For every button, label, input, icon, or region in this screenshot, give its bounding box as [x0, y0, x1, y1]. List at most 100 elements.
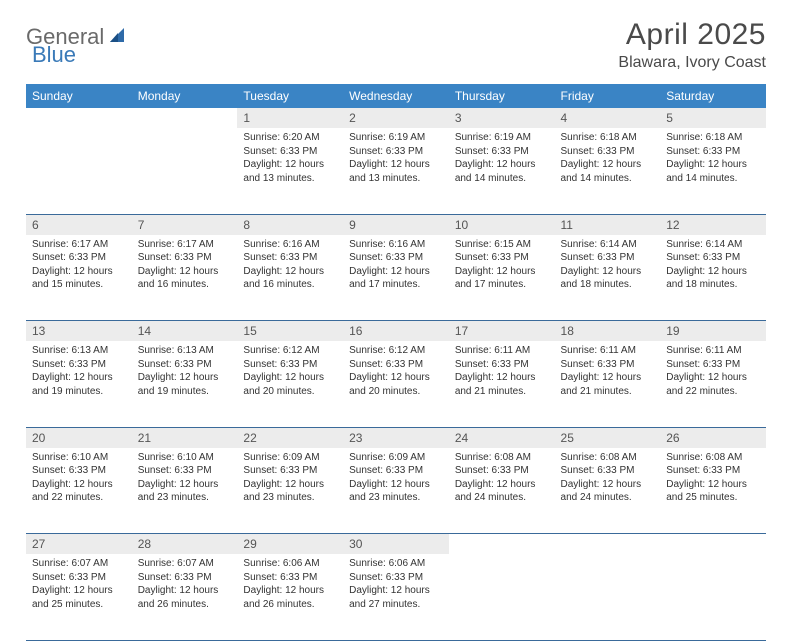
day-number: 17 [449, 321, 555, 342]
day-number: 27 [26, 534, 132, 555]
daynum-row: 12345 [26, 108, 766, 128]
day-cell: Sunrise: 6:08 AMSunset: 6:33 PMDaylight:… [660, 448, 766, 534]
day-cell: Sunrise: 6:19 AMSunset: 6:33 PMDaylight:… [343, 128, 449, 214]
day-cell-body: Sunrise: 6:09 AMSunset: 6:33 PMDaylight:… [237, 448, 343, 511]
day-cell: Sunrise: 6:20 AMSunset: 6:33 PMDaylight:… [237, 128, 343, 214]
day-cell: Sunrise: 6:11 AMSunset: 6:33 PMDaylight:… [660, 341, 766, 427]
day-number: 3 [449, 108, 555, 128]
day-cell-body: Sunrise: 6:06 AMSunset: 6:33 PMDaylight:… [237, 554, 343, 617]
day-number [555, 534, 661, 555]
day-cell-body: Sunrise: 6:07 AMSunset: 6:33 PMDaylight:… [132, 554, 238, 617]
day-number: 5 [660, 108, 766, 128]
day-cell: Sunrise: 6:10 AMSunset: 6:33 PMDaylight:… [132, 448, 238, 534]
day-cell-body [26, 128, 132, 137]
header: General April 2025 Blawara, Ivory Coast [26, 18, 766, 72]
day-cell [660, 554, 766, 640]
day-cell: Sunrise: 6:19 AMSunset: 6:33 PMDaylight:… [449, 128, 555, 214]
day-cell-body [132, 128, 238, 137]
day-cell: Sunrise: 6:14 AMSunset: 6:33 PMDaylight:… [555, 235, 661, 321]
day-cell-body: Sunrise: 6:17 AMSunset: 6:33 PMDaylight:… [26, 235, 132, 298]
week-row: Sunrise: 6:20 AMSunset: 6:33 PMDaylight:… [26, 128, 766, 214]
day-cell [26, 128, 132, 214]
day-cell-body [660, 554, 766, 563]
day-header: Wednesday [343, 84, 449, 108]
day-cell-body: Sunrise: 6:08 AMSunset: 6:33 PMDaylight:… [555, 448, 661, 511]
day-cell: Sunrise: 6:18 AMSunset: 6:33 PMDaylight:… [555, 128, 661, 214]
day-cell-body: Sunrise: 6:20 AMSunset: 6:33 PMDaylight:… [237, 128, 343, 191]
day-cell-body: Sunrise: 6:11 AMSunset: 6:33 PMDaylight:… [449, 341, 555, 404]
day-number: 8 [237, 214, 343, 235]
day-cell: Sunrise: 6:06 AMSunset: 6:33 PMDaylight:… [343, 554, 449, 640]
brand-part2: Blue [32, 42, 76, 67]
day-number: 9 [343, 214, 449, 235]
day-cell-body: Sunrise: 6:11 AMSunset: 6:33 PMDaylight:… [660, 341, 766, 404]
day-cell: Sunrise: 6:08 AMSunset: 6:33 PMDaylight:… [555, 448, 661, 534]
day-cell: Sunrise: 6:14 AMSunset: 6:33 PMDaylight:… [660, 235, 766, 321]
day-cell-body: Sunrise: 6:10 AMSunset: 6:33 PMDaylight:… [26, 448, 132, 511]
day-cell: Sunrise: 6:18 AMSunset: 6:33 PMDaylight:… [660, 128, 766, 214]
day-cell: Sunrise: 6:07 AMSunset: 6:33 PMDaylight:… [132, 554, 238, 640]
day-number: 18 [555, 321, 661, 342]
day-cell [555, 554, 661, 640]
day-cell-body: Sunrise: 6:18 AMSunset: 6:33 PMDaylight:… [660, 128, 766, 191]
day-number: 15 [237, 321, 343, 342]
day-cell [449, 554, 555, 640]
day-number: 21 [132, 427, 238, 448]
day-number: 26 [660, 427, 766, 448]
day-cell-body: Sunrise: 6:17 AMSunset: 6:33 PMDaylight:… [132, 235, 238, 298]
day-header: Sunday [26, 84, 132, 108]
month-title: April 2025 [618, 18, 766, 52]
day-cell-body: Sunrise: 6:13 AMSunset: 6:33 PMDaylight:… [26, 341, 132, 404]
day-cell-body [449, 554, 555, 563]
day-header: Tuesday [237, 84, 343, 108]
day-number [660, 534, 766, 555]
day-number: 24 [449, 427, 555, 448]
day-number: 14 [132, 321, 238, 342]
day-cell: Sunrise: 6:11 AMSunset: 6:33 PMDaylight:… [555, 341, 661, 427]
week-row: Sunrise: 6:13 AMSunset: 6:33 PMDaylight:… [26, 341, 766, 427]
day-cell-body: Sunrise: 6:15 AMSunset: 6:33 PMDaylight:… [449, 235, 555, 298]
day-number [449, 534, 555, 555]
day-cell-body: Sunrise: 6:06 AMSunset: 6:33 PMDaylight:… [343, 554, 449, 617]
daynum-row: 13141516171819 [26, 321, 766, 342]
day-cell [132, 128, 238, 214]
day-header: Saturday [660, 84, 766, 108]
daynum-row: 6789101112 [26, 214, 766, 235]
day-number: 6 [26, 214, 132, 235]
day-cell-body: Sunrise: 6:11 AMSunset: 6:33 PMDaylight:… [555, 341, 661, 404]
day-cell: Sunrise: 6:07 AMSunset: 6:33 PMDaylight:… [26, 554, 132, 640]
day-cell-body: Sunrise: 6:12 AMSunset: 6:33 PMDaylight:… [237, 341, 343, 404]
day-cell-body: Sunrise: 6:07 AMSunset: 6:33 PMDaylight:… [26, 554, 132, 617]
daynum-row: 20212223242526 [26, 427, 766, 448]
day-header-row: SundayMondayTuesdayWednesdayThursdayFrid… [26, 84, 766, 108]
day-header: Monday [132, 84, 238, 108]
day-number: 7 [132, 214, 238, 235]
day-cell: Sunrise: 6:17 AMSunset: 6:33 PMDaylight:… [26, 235, 132, 321]
day-header: Thursday [449, 84, 555, 108]
brand-part2-wrap: Blue [32, 42, 76, 68]
day-cell-body: Sunrise: 6:19 AMSunset: 6:33 PMDaylight:… [343, 128, 449, 191]
day-number: 23 [343, 427, 449, 448]
daynum-row: 27282930 [26, 534, 766, 555]
day-number: 10 [449, 214, 555, 235]
day-number: 22 [237, 427, 343, 448]
day-cell-body [555, 554, 661, 563]
day-number: 20 [26, 427, 132, 448]
day-number: 1 [237, 108, 343, 128]
day-cell-body: Sunrise: 6:09 AMSunset: 6:33 PMDaylight:… [343, 448, 449, 511]
week-row: Sunrise: 6:07 AMSunset: 6:33 PMDaylight:… [26, 554, 766, 640]
day-number: 28 [132, 534, 238, 555]
day-cell: Sunrise: 6:15 AMSunset: 6:33 PMDaylight:… [449, 235, 555, 321]
day-number: 25 [555, 427, 661, 448]
day-cell: Sunrise: 6:09 AMSunset: 6:33 PMDaylight:… [343, 448, 449, 534]
day-number: 19 [660, 321, 766, 342]
day-cell: Sunrise: 6:12 AMSunset: 6:33 PMDaylight:… [343, 341, 449, 427]
day-cell-body: Sunrise: 6:08 AMSunset: 6:33 PMDaylight:… [449, 448, 555, 511]
day-number: 4 [555, 108, 661, 128]
day-cell-body: Sunrise: 6:14 AMSunset: 6:33 PMDaylight:… [555, 235, 661, 298]
day-cell-body: Sunrise: 6:13 AMSunset: 6:33 PMDaylight:… [132, 341, 238, 404]
day-number [132, 108, 238, 128]
week-row: Sunrise: 6:10 AMSunset: 6:33 PMDaylight:… [26, 448, 766, 534]
day-cell: Sunrise: 6:16 AMSunset: 6:33 PMDaylight:… [343, 235, 449, 321]
week-row: Sunrise: 6:17 AMSunset: 6:33 PMDaylight:… [26, 235, 766, 321]
